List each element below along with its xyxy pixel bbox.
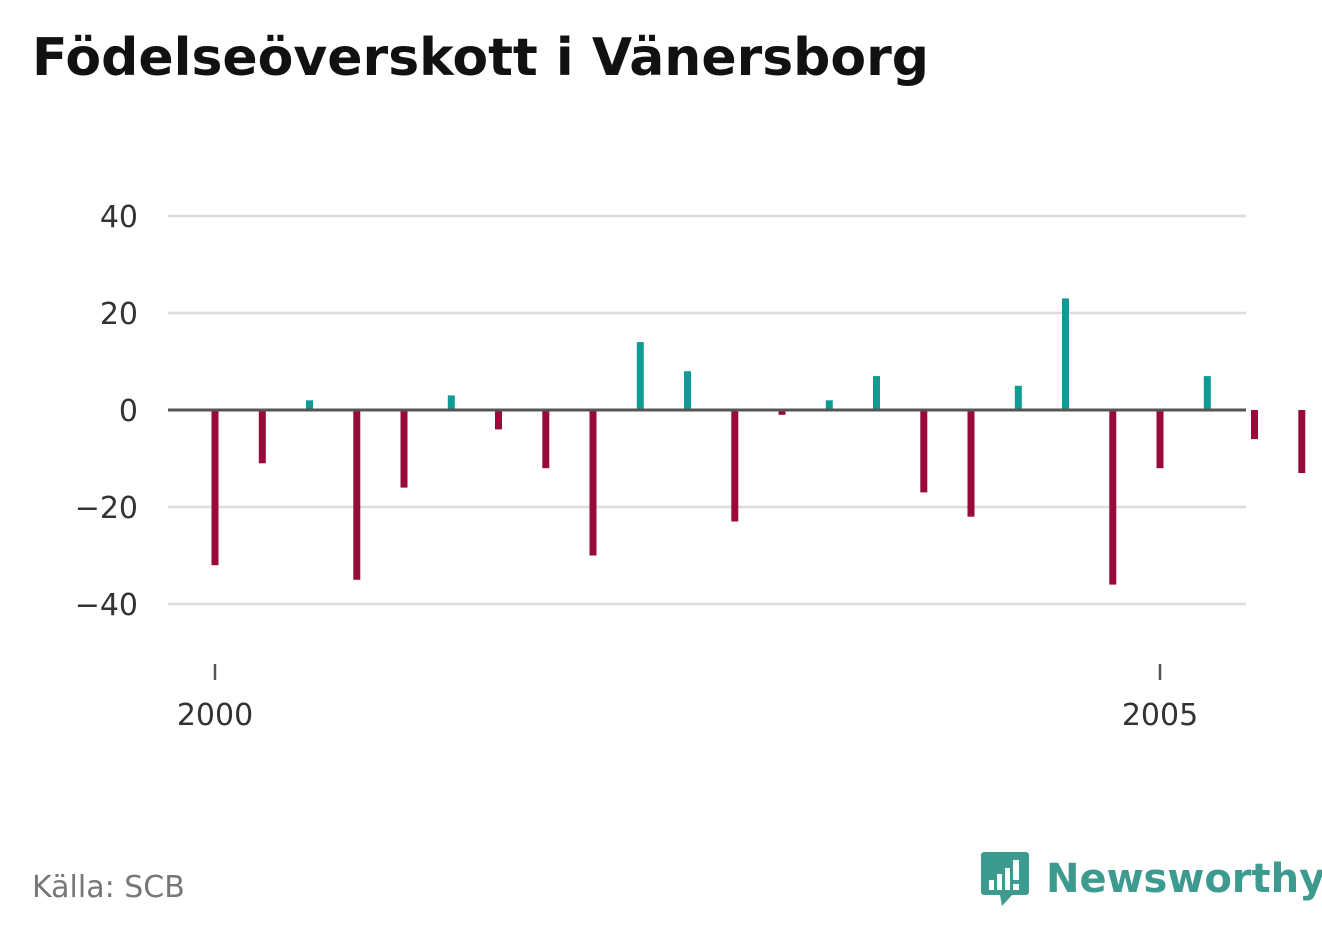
bar	[1014, 385, 1022, 411]
bar	[1203, 376, 1211, 410]
bar	[873, 376, 880, 410]
bar	[495, 410, 502, 430]
source-note: Källa: SCB	[32, 870, 185, 905]
bar	[731, 410, 739, 522]
newsworthy-logo-icon	[981, 852, 1029, 906]
y-tick-label: 40	[100, 200, 138, 235]
y-tick-label: −20	[75, 491, 138, 526]
bar	[306, 400, 313, 410]
bar	[636, 342, 644, 410]
bars	[211, 298, 1306, 585]
bar	[778, 410, 786, 415]
bar	[1156, 410, 1164, 469]
bar	[211, 410, 219, 566]
bar	[920, 410, 928, 493]
chart-title: Födelseöverskott i Vänersborg	[32, 28, 929, 88]
bar	[589, 410, 597, 556]
bar	[1109, 410, 1117, 585]
y-tick-label: −40	[75, 588, 138, 623]
brand-name: Newsworthy	[1046, 856, 1322, 902]
bar	[1298, 410, 1306, 473]
y-tick-label: 0	[119, 394, 138, 429]
x-tick-label: 2005	[1122, 698, 1198, 733]
x-tick-label: 2000	[177, 698, 253, 733]
bar	[258, 410, 266, 464]
bar	[825, 400, 833, 410]
bar	[1062, 298, 1069, 410]
bar	[684, 371, 691, 410]
gridlines	[168, 214, 1246, 606]
bar	[353, 410, 361, 580]
bar	[967, 410, 975, 517]
y-tick-label: 20	[100, 297, 138, 332]
bar	[1251, 410, 1258, 440]
brand-logo: Newsworthy	[980, 850, 1322, 908]
bar	[447, 395, 455, 410]
bar	[400, 410, 408, 488]
bar	[542, 410, 550, 469]
